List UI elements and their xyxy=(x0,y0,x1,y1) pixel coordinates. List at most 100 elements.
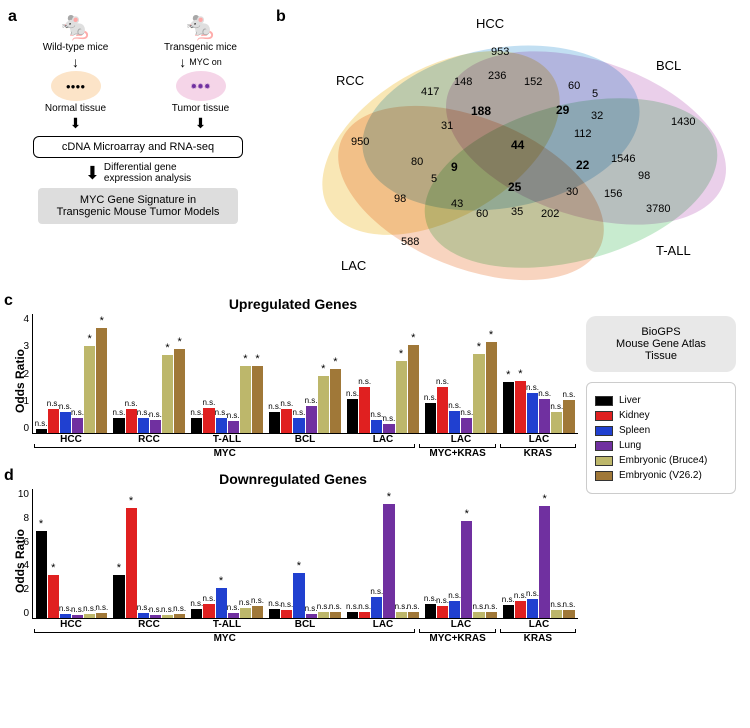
venn-diagram: RCCHCCBCLT-ALLLAC95095314303780588417148… xyxy=(276,8,736,288)
significance-label: n.s. xyxy=(227,603,240,612)
venn-count: 22 xyxy=(576,158,589,172)
panel-c-chart: c Upregulated GenesOdds Ratio43210n.s.n.… xyxy=(8,296,578,459)
significance-label: n.s. xyxy=(251,596,264,605)
significance-label: n.s. xyxy=(202,398,215,407)
bar-group: n.s.n.s.n.s.n.s.** xyxy=(344,345,422,434)
venn-count: 5 xyxy=(431,173,437,185)
significance-label: n.s. xyxy=(358,602,371,611)
bar xyxy=(150,615,161,618)
bar xyxy=(203,408,214,434)
bar xyxy=(503,382,514,433)
bar xyxy=(252,606,263,618)
x-label: RCC xyxy=(110,619,188,630)
venn-set-label: T-ALL xyxy=(656,243,691,258)
legend-item: Embryonic (Bruce4) xyxy=(595,455,727,466)
significance-label: * xyxy=(543,493,547,505)
venn-count: 417 xyxy=(421,86,439,98)
venn-count: 60 xyxy=(568,80,580,92)
bar xyxy=(138,418,149,433)
legend-item: Lung xyxy=(595,440,727,451)
bar xyxy=(383,504,394,618)
significance-label: * xyxy=(465,508,469,520)
tumor-tissue-icon: ✹✹✹ xyxy=(176,71,226,101)
venn-count: 80 xyxy=(411,156,423,168)
significance-label: * xyxy=(399,348,403,360)
significance-label: n.s. xyxy=(305,396,318,405)
significance-label: * xyxy=(100,315,104,327)
bar xyxy=(527,599,538,619)
arrow-icon: ↓ xyxy=(72,55,79,69)
y-axis-label: Odds Ratio xyxy=(13,529,27,593)
bar xyxy=(174,614,185,618)
significance-label: n.s. xyxy=(407,602,420,611)
significance-label: * xyxy=(321,363,325,375)
bar-group: n.s.n.s.n.s.n.s.** xyxy=(111,349,189,433)
venn-count: 156 xyxy=(604,188,622,200)
bar-group: **n.s.n.s.n.s.n.s. xyxy=(33,531,111,618)
significance-label: * xyxy=(129,495,133,507)
significance-label: n.s. xyxy=(514,591,527,600)
venn-set-label: RCC xyxy=(336,73,364,88)
figure: a 🐁 Wild-type mice ↓ ●●●● Normal tissue … xyxy=(0,0,750,664)
legend-label: Spleen xyxy=(619,425,650,436)
bar xyxy=(461,418,472,433)
bracket-label: MYC+KRAS xyxy=(419,447,495,459)
bar xyxy=(240,608,251,618)
legend-label: Lung xyxy=(619,440,641,451)
significance-label: n.s. xyxy=(424,594,437,603)
y-tick: 0 xyxy=(23,423,29,434)
bar-group: n.s.n.s.n.s.*n.s.n.s. xyxy=(344,504,422,618)
significance-label: n.s. xyxy=(125,399,138,408)
panel-c-label: c xyxy=(4,292,13,310)
bar xyxy=(138,613,149,618)
significance-label: n.s. xyxy=(424,393,437,402)
bar xyxy=(486,342,497,434)
venn-count: 32 xyxy=(591,110,603,122)
normal-tissue-icon: ●●●● xyxy=(51,71,101,101)
significance-label: n.s. xyxy=(71,605,84,614)
venn-count: 60 xyxy=(476,208,488,220)
significance-label: * xyxy=(177,336,181,348)
x-label: T-ALL xyxy=(188,619,266,630)
bar xyxy=(330,612,341,619)
bar xyxy=(162,615,173,618)
legend-swatch xyxy=(595,456,613,466)
x-label: BCL xyxy=(266,434,344,445)
bar xyxy=(269,412,280,433)
bar xyxy=(191,418,202,433)
significance-label: n.s. xyxy=(149,410,162,419)
significance-label: n.s. xyxy=(526,589,539,598)
significance-label: n.s. xyxy=(292,408,305,417)
bracket-label: MYC+KRAS xyxy=(419,632,495,644)
microarray-step: cDNA Microarray and RNA-seq xyxy=(33,136,243,158)
bar xyxy=(174,349,185,433)
bar xyxy=(281,409,292,433)
bar xyxy=(281,610,292,618)
significance-label: n.s. xyxy=(268,599,281,608)
significance-label: n.s. xyxy=(161,605,174,614)
wildtype-label: Wild-type mice xyxy=(43,42,109,53)
bar xyxy=(113,575,124,618)
significance-label: n.s. xyxy=(83,604,96,613)
significance-label: * xyxy=(219,575,223,587)
significance-label: n.s. xyxy=(305,604,318,613)
bar xyxy=(318,612,329,619)
legend-label: Embryonic (Bruce4) xyxy=(619,455,707,466)
significance-label: n.s. xyxy=(47,399,60,408)
arrow-icon: ⬇ xyxy=(85,164,100,182)
significance-label: n.s. xyxy=(317,602,330,611)
bar xyxy=(515,381,526,434)
venn-count: 112 xyxy=(574,128,592,140)
legend: LiverKidneySpleenLungEmbryonic (Bruce4)E… xyxy=(586,382,736,494)
legend-label: Embryonic (V26.2) xyxy=(619,470,702,481)
arrow-icon: ⬇ xyxy=(195,116,207,130)
venn-count: 44 xyxy=(511,138,524,152)
bar xyxy=(359,387,370,434)
legend-swatch xyxy=(595,471,613,481)
venn-count: 1430 xyxy=(671,116,695,128)
venn-set-label: HCC xyxy=(476,16,504,31)
significance-label: n.s. xyxy=(436,377,449,386)
bar xyxy=(216,418,227,433)
bar xyxy=(84,346,95,433)
bar-group: n.s.n.s.n.s.*n.s.n.s. xyxy=(422,521,500,619)
